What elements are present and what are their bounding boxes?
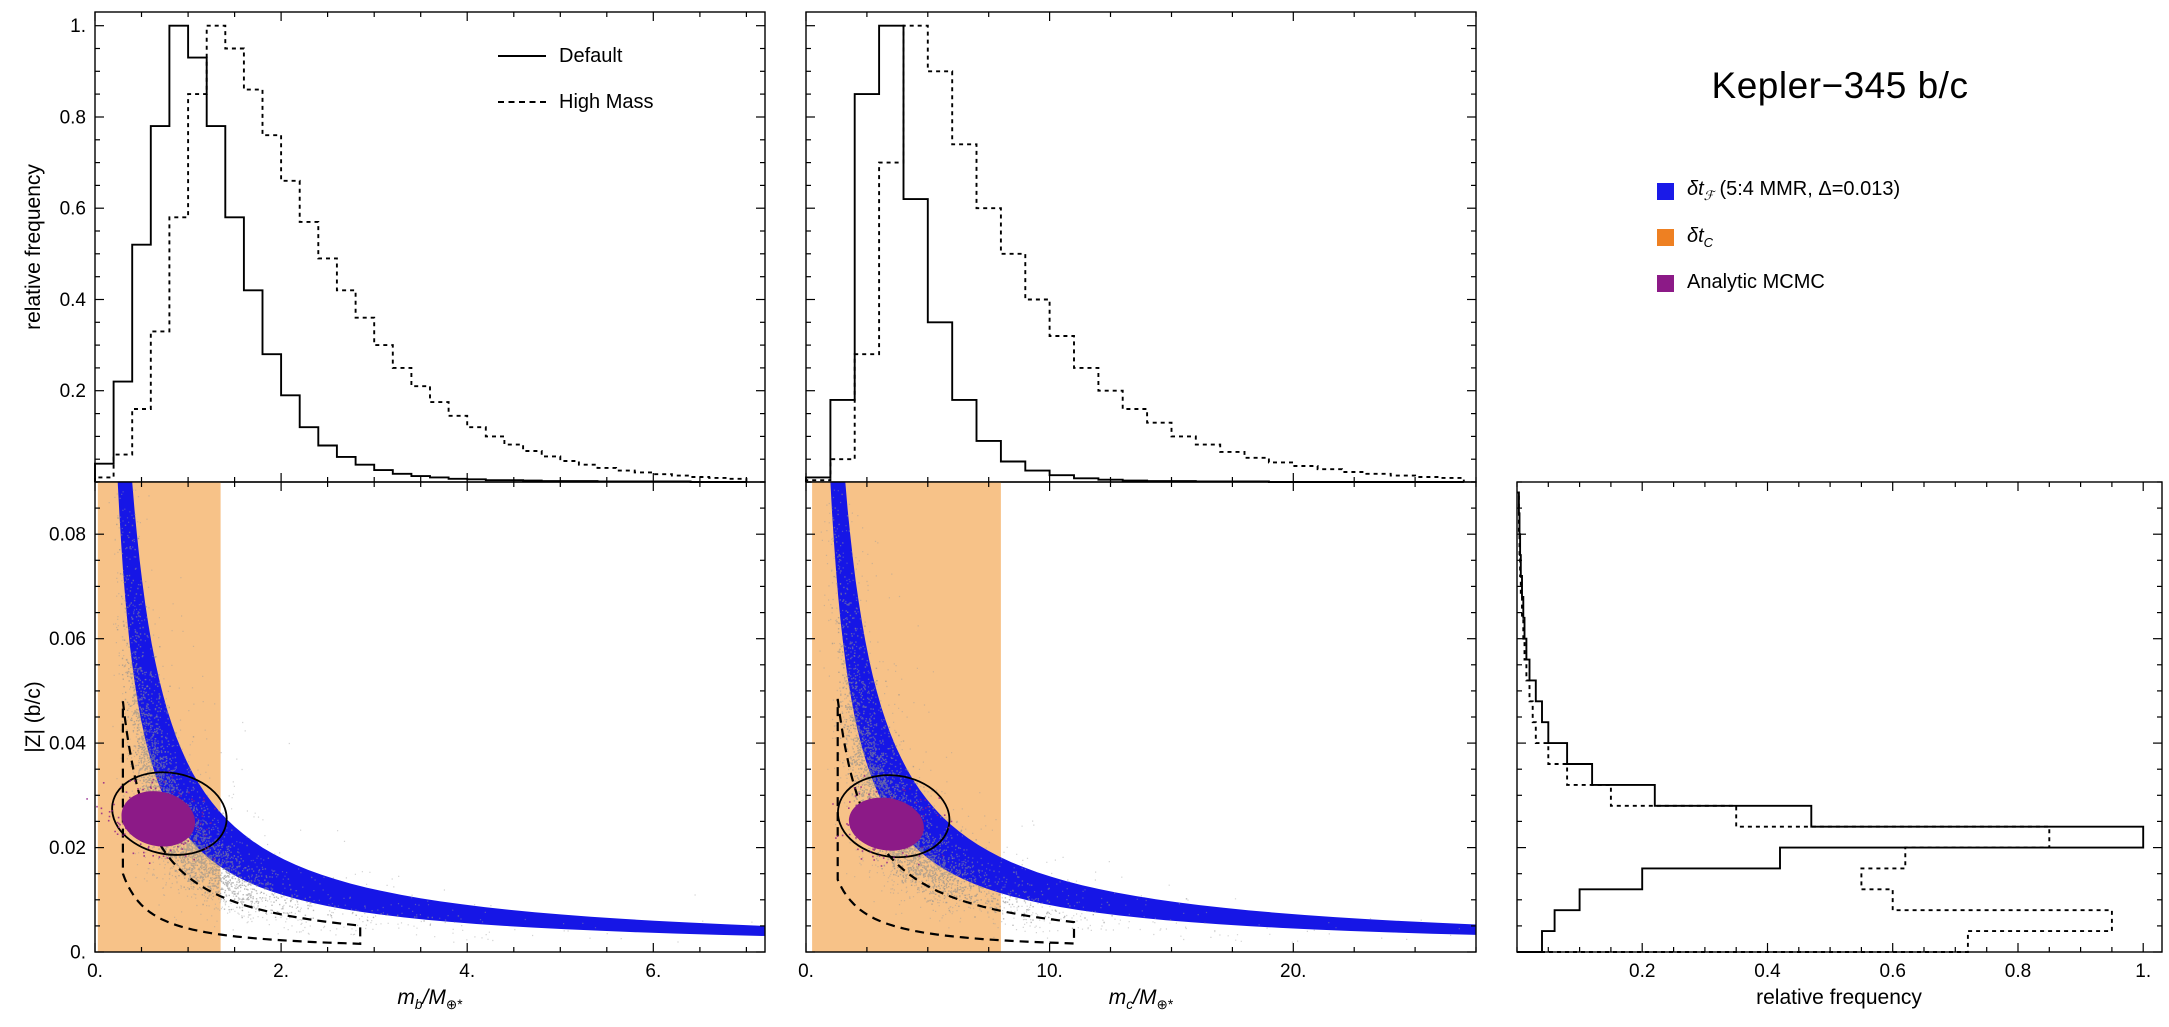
hist-series-dashed [94, 24, 748, 482]
tick-label: 0.4 [1754, 961, 1781, 982]
panel-mc-hist [805, 11, 1477, 483]
line-style-legend: Default High Mass [498, 44, 653, 114]
tick-label: 0.4 [60, 290, 87, 311]
tick-label: 0. [798, 961, 814, 982]
tick-label: 0. [70, 943, 86, 964]
legend-sub: ℱ [1703, 188, 1714, 203]
frame-and-ticks [1516, 481, 2163, 953]
y-axis-label-relative-frequency: relative frequency [22, 164, 45, 330]
x-axis-label-relative-frequency: relative frequency [1756, 986, 1922, 1009]
mb-symbol: m [397, 986, 415, 1009]
tick-label: 0.6 [1880, 961, 1906, 982]
panel-mb-hist: 0.2 0.4 0.6 0.8 1. [60, 11, 766, 483]
mb-sub: b [414, 997, 423, 1013]
tick-label: 1. [70, 16, 86, 37]
tick-label: 4. [459, 961, 475, 982]
frame-and-ticks [805, 11, 1477, 483]
tick-label: 6. [645, 961, 661, 982]
legend-text: δt [1687, 224, 1704, 247]
legend-text: Analytic MCMC [1687, 270, 1825, 293]
legend-text: δt [1687, 178, 1704, 200]
tick-label: 0.2 [1629, 961, 1655, 982]
frame-and-ticks [805, 481, 1477, 953]
legend-label-dtc: δtC [1687, 225, 1713, 250]
figure-title: Kepler−345 b/c [1711, 65, 1969, 106]
legend-row-high-mass: High Mass [498, 90, 653, 114]
tick-label: 2. [273, 961, 289, 982]
solid-credible-contour [837, 774, 951, 859]
tick-label: 0.8 [60, 107, 86, 128]
hist-series-dashed [1517, 491, 2113, 953]
tick-label: 0.8 [2005, 961, 2031, 982]
legend-item-analytic-mcmc: Analytic MCMC [1657, 268, 1900, 298]
tick-label: 0.6 [60, 199, 86, 220]
panel-z-hist: 0.2 0.4 0.6 0.8 1. [1516, 481, 2163, 982]
purple-mcmc-region [848, 797, 924, 851]
legend-sub: C [1703, 234, 1714, 250]
color-legend: δtℱ (5:4 MMR, Δ=0.013) δtC Analytic MCMC [1657, 176, 1900, 298]
tick-label: 0.02 [49, 838, 86, 859]
mb-denom: /M [422, 986, 446, 1009]
mc-sub: c [1126, 997, 1134, 1013]
x-axis-label-mc: mc/M⊕* [1109, 986, 1173, 1013]
hist-series-solid [1517, 491, 2145, 953]
y-axis-label-z-amplitude: |Z| (b/c) [22, 681, 45, 753]
frame-and-ticks [94, 481, 766, 953]
legend-swatch-blue [1657, 182, 1674, 200]
panel-mc-z: 0. 10. 20. [798, 481, 1477, 982]
legend-rest: (5:4 MMR, Δ=0.013) [1713, 178, 1901, 200]
legend-swatch-purple [1657, 274, 1674, 292]
tick-label: 0.08 [49, 525, 86, 546]
tick-label: 10. [1036, 961, 1062, 982]
high-mass-label: High Mass [559, 90, 654, 113]
panel-mb-z: 0. 2. 4. 6. 0. 0.02 0.04 0.06 0.08 [49, 481, 766, 982]
tick-label: 1. [2135, 961, 2151, 982]
legend-item-dtf: δtℱ (5:4 MMR, Δ=0.013) [1657, 176, 1900, 206]
tick-label: 0.04 [49, 734, 86, 755]
dashed-line-sample [498, 101, 546, 103]
mb-denom-sub: ⊕* [445, 997, 463, 1013]
legend-label-analytic-mcmc: Analytic MCMC [1687, 271, 1825, 296]
hist-series-solid [805, 24, 1464, 483]
default-label: Default [559, 44, 623, 67]
mc-denom: /M [1133, 986, 1157, 1009]
tick-label: 0. [87, 961, 103, 982]
tick-label: 20. [1280, 961, 1306, 982]
legend-label-dtf: δtℱ (5:4 MMR, Δ=0.013) [1687, 178, 1900, 204]
solid-credible-contour [111, 771, 228, 856]
purple-mcmc-region [121, 791, 196, 847]
legend-swatch-orange [1657, 228, 1674, 246]
x-axis-label-mb: mb/M⊕* [397, 986, 462, 1013]
solid-line-sample [498, 55, 546, 57]
hist-series-solid [94, 24, 747, 483]
legend-row-default: Default [498, 44, 653, 68]
hist-series-dashed [805, 24, 1465, 482]
mc-denom-sub: ⊕* [1156, 997, 1174, 1013]
frame-and-ticks [94, 11, 766, 483]
mc-symbol: m [1108, 986, 1127, 1009]
legend-item-dtc: δtC [1657, 222, 1900, 252]
tick-label: 0.2 [60, 381, 86, 402]
tick-label: 0.06 [49, 629, 86, 650]
